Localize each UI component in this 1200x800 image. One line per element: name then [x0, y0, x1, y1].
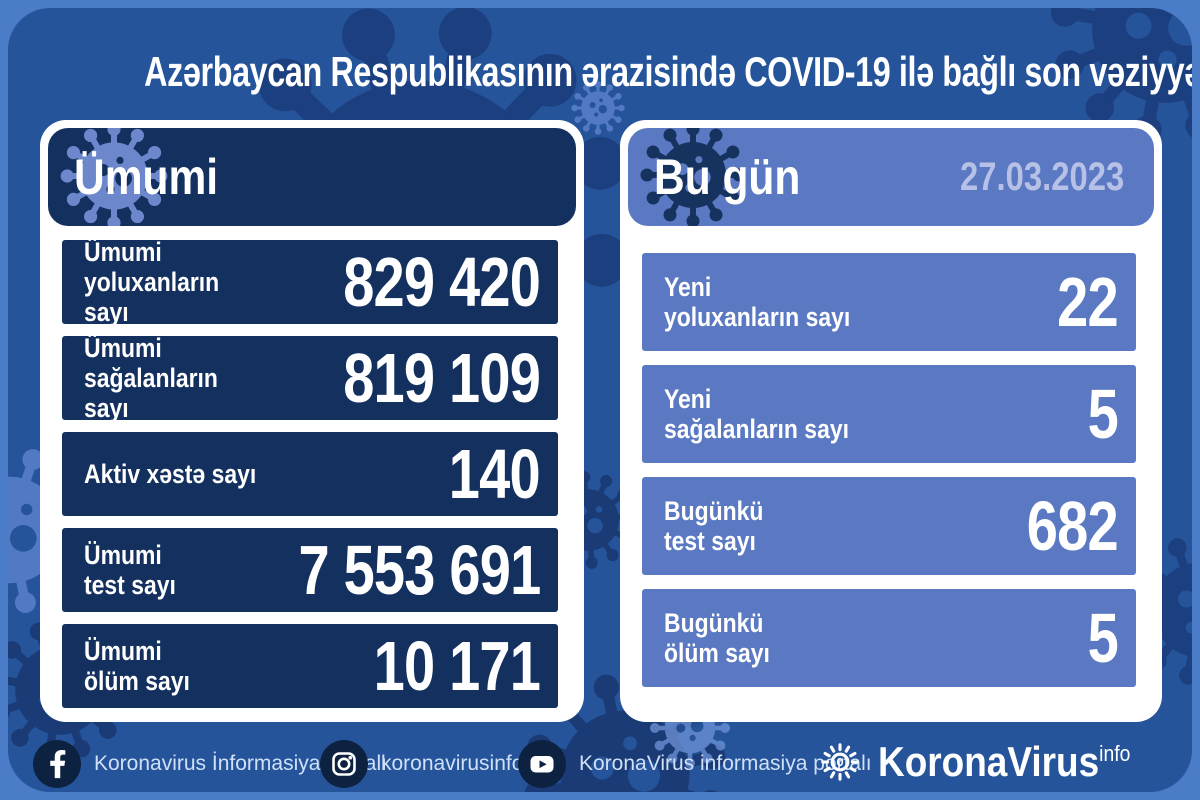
- stat-value: 140: [448, 435, 541, 513]
- stat-value: 682: [1026, 487, 1119, 565]
- stat-row-total-deaths: Ümumi ölüm sayı 10 171: [62, 624, 558, 708]
- stat-label: Bugünkü test sayı: [664, 495, 764, 556]
- stat-row-total-infected: Ümumi yoluxanların sayı 829 420: [62, 237, 558, 327]
- stat-row-total-recovered: Ümumi sağalanların sayı 819 109: [62, 333, 558, 423]
- stat-label: Aktiv xəstə sayı: [84, 458, 257, 489]
- stat-row-total-tests: Ümumi test sayı 7 553 691: [62, 528, 558, 612]
- today-panel: Bu gün 27.03.2023 Yeni yoluxanların sayı…: [620, 120, 1162, 722]
- totals-panel-title: Ümumi: [74, 149, 219, 205]
- stat-value: 5: [1087, 375, 1119, 453]
- stat-value: 829 420: [343, 243, 541, 321]
- totals-panel: Ümumi Ümumi yoluxanların sayı 829 420 Üm…: [40, 120, 584, 722]
- stat-value: 819 109: [343, 339, 541, 417]
- stat-label: Ümumi test sayı: [84, 539, 176, 600]
- stat-label: Ümumi yoluxanların sayı: [84, 236, 220, 328]
- instagram-link[interactable]: koronavirusinfoaz: [320, 740, 546, 788]
- stat-label: Ümumi sağalanların sayı: [84, 332, 218, 424]
- totals-rows: Ümumi yoluxanların sayı 829 420 Ümumi sa…: [40, 237, 584, 708]
- today-panel-title: Bu gün: [654, 149, 801, 205]
- stat-value: 5: [1087, 599, 1119, 677]
- logo-virus-icon: [814, 736, 866, 788]
- stat-value: 22: [1057, 263, 1118, 341]
- logo-text: KoronaVirusinfo: [878, 738, 1131, 785]
- page-title: Azərbaycan Respublikasının ərazisində CO…: [144, 48, 1192, 95]
- koronavirus-logo: KoronaVirusinfo: [814, 736, 1165, 788]
- stat-label: Yeni yoluxanların sayı: [664, 271, 851, 332]
- instagram-icon: [320, 740, 368, 788]
- stat-label: Ümumi ölüm sayı: [84, 635, 190, 696]
- today-panel-header: Bu gün 27.03.2023: [628, 128, 1154, 226]
- facebook-label: Koronavirus İnformasiya Portalı: [94, 752, 387, 775]
- stat-label: Yeni sağalanların sayı: [664, 383, 849, 444]
- stat-row-active-cases: Aktiv xəstə sayı 140: [62, 432, 558, 516]
- stat-row-today-tests: Bugünkü test sayı 682: [642, 477, 1136, 575]
- stat-label: Bugünkü ölüm sayı: [664, 607, 770, 668]
- main-card: Azərbaycan Respublikasının ərazisində CO…: [8, 8, 1192, 792]
- stat-row-today-deaths: Bugünkü ölüm sayı 5: [642, 589, 1136, 687]
- today-rows: Yeni yoluxanların sayı 22 Yeni sağalanla…: [620, 253, 1162, 687]
- stat-row-new-infected: Yeni yoluxanların sayı 22: [642, 253, 1136, 351]
- stat-value: 10 171: [373, 627, 541, 705]
- facebook-icon: [33, 740, 81, 788]
- stat-value: 7 553 691: [298, 531, 541, 609]
- logo-sup: info: [1099, 741, 1131, 766]
- footer: Koronavirus İnformasiya Portalı koronavi…: [8, 732, 1192, 792]
- totals-panel-header: Ümumi: [48, 128, 576, 226]
- youtube-icon: [518, 740, 566, 788]
- report-date: 27.03.2023: [959, 154, 1124, 199]
- stat-row-new-recovered: Yeni sağalanların sayı 5: [642, 365, 1136, 463]
